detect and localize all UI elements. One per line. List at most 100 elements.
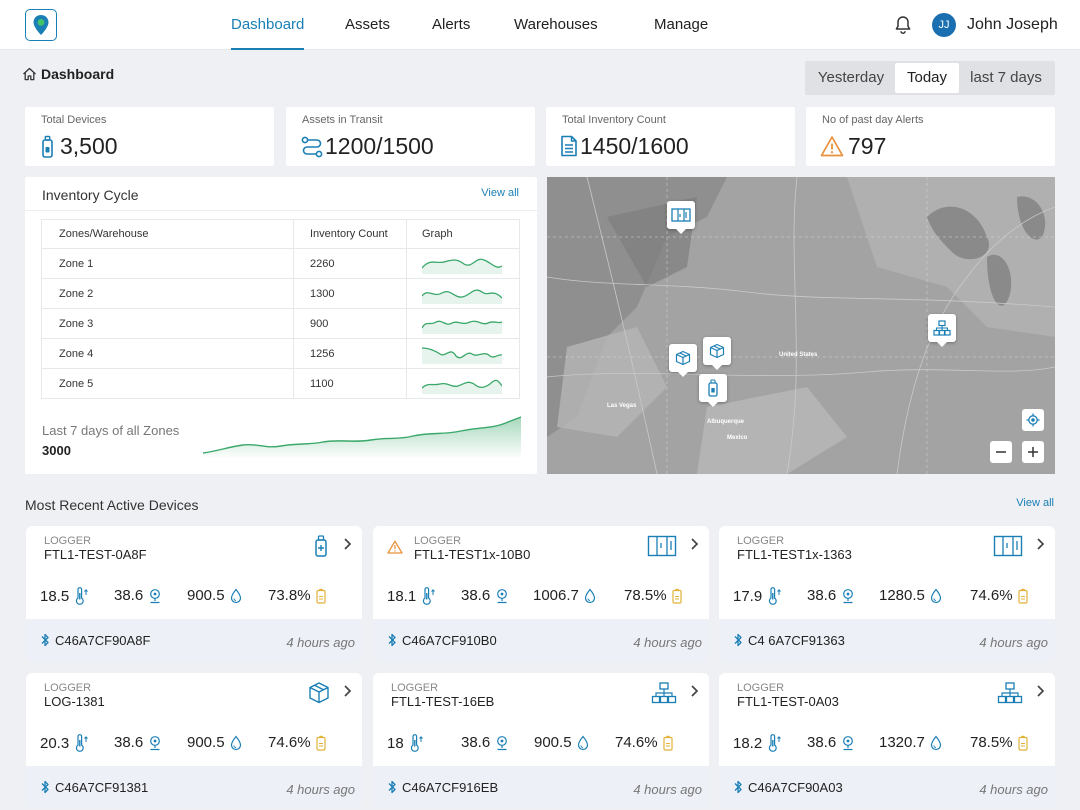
chevron-right-icon[interactable] (1035, 684, 1045, 698)
thermometer-icon (410, 734, 423, 752)
location-pin-icon (33, 15, 49, 35)
area-chart (203, 416, 521, 459)
battery-icon (671, 588, 682, 604)
map-pin-icon (843, 588, 854, 603)
app-logo[interactable] (25, 9, 57, 41)
map-pin-box[interactable] (669, 344, 697, 377)
location-value: 38.6 (114, 587, 144, 604)
mac-value: C46A7CF90A03 (748, 779, 843, 795)
device-name: FTL1-TEST-16EB (391, 694, 495, 709)
range-yesterday[interactable]: Yesterday (817, 69, 885, 86)
user-name[interactable]: John Joseph (967, 16, 1058, 33)
asset-map[interactable]: United States Las Vegas Albuquerque Mexi… (547, 177, 1055, 474)
zoom-out-button[interactable] (990, 441, 1012, 463)
thermometer-icon (769, 587, 782, 605)
battery-icon (662, 735, 673, 751)
home-icon[interactable] (22, 67, 37, 81)
battery-metric: 73.8% (268, 587, 326, 604)
inventory-cycle-panel: Inventory Cycle View all Zones/Warehouse… (25, 177, 537, 474)
water-drop-icon (577, 735, 588, 750)
sparkline-chart (422, 258, 502, 274)
nav-warehouses[interactable]: Warehouses (514, 16, 598, 33)
nav-assets[interactable]: Assets (345, 16, 391, 33)
battery-value: 74.6% (615, 734, 658, 751)
map-terrain (547, 177, 1055, 474)
device-card[interactable]: LOGGER FTL1-TEST1x-1363 17.9 38.6 1280.5 (719, 526, 1055, 662)
map-pin-device[interactable] (699, 374, 727, 407)
device-card[interactable]: LOGGER FTL1-TEST-0A8F 18.5 38.6 900.5 (26, 526, 362, 662)
stat-total-inventory: Total Inventory Count 1450/1600 (546, 107, 795, 166)
warehouse-icon (993, 535, 1023, 557)
location-metric: 38.6 (114, 587, 162, 604)
table-row[interactable]: Zone 1 2260 (42, 248, 519, 278)
chevron-right-icon[interactable] (342, 537, 352, 551)
chevron-right-icon[interactable] (689, 537, 699, 551)
device-card[interactable]: LOGGER FTL1-TEST-0A03 18.2 38.6 1320.7 (719, 673, 1055, 809)
humidity-metric: 1006.7 (533, 587, 596, 604)
location-value: 38.6 (807, 587, 837, 604)
mac-value: C4 6A7CF91363 (748, 632, 845, 648)
device-type-icon-wrap (993, 534, 1023, 558)
device-name: FTL1-TEST1x-10B0 (414, 547, 531, 562)
device-card[interactable]: LOGGER FTL1-TEST1x-10B0 18.1 38.6 1006.7 (373, 526, 709, 662)
map-pin-box[interactable] (703, 337, 731, 370)
range-today[interactable]: Today (895, 63, 959, 93)
map-label: Mexico (727, 435, 748, 441)
water-drop-icon (230, 735, 241, 750)
bluetooth-icon (388, 633, 396, 647)
device-card[interactable]: LOGGER FTL1-TEST-16EB 18 38.6 900.5 (373, 673, 709, 809)
device-type-icon-wrap (647, 534, 677, 558)
card-footer: C4 6A7CF91363 4 hours ago (719, 619, 1055, 662)
bell-icon[interactable] (893, 15, 913, 35)
location-value: 38.6 (461, 587, 491, 604)
stat-label: Total Inventory Count (562, 114, 666, 126)
humidity-metric: 900.5 (187, 587, 242, 604)
device-type-icon-wrap (312, 534, 330, 558)
chevron-right-icon[interactable] (342, 684, 352, 698)
mac-address: C46A7CF90A03 (733, 779, 843, 795)
last-seen-time: 4 hours ago (633, 782, 702, 797)
last-seen-time: 4 hours ago (286, 782, 355, 797)
table-row[interactable]: Zone 3 900 (42, 308, 519, 338)
table-row[interactable]: Zone 5 1100 (42, 368, 519, 398)
location-metric: 38.6 (461, 734, 509, 751)
panel-title: Inventory Cycle (42, 187, 139, 203)
mac-value: C46A7CF90A8F (55, 632, 151, 648)
page-title: Dashboard (41, 66, 115, 82)
nav-alerts[interactable]: Alerts (432, 16, 471, 33)
nav-manage[interactable]: Manage (654, 16, 709, 33)
chevron-right-icon[interactable] (1035, 537, 1045, 551)
device-name: FTL1-TEST1x-1363 (737, 547, 852, 562)
bluetooth-icon (388, 780, 396, 794)
last-seen-time: 4 hours ago (979, 782, 1048, 797)
range-last-7-days[interactable]: last 7 days (970, 69, 1042, 86)
nav-dashboard[interactable]: Dashboard (231, 0, 305, 50)
device-card[interactable]: LOGGER LOG-1381 20.3 38.6 900.5 (26, 673, 362, 809)
map-pin-warehouse[interactable] (667, 201, 695, 234)
chevron-right-icon[interactable] (689, 684, 699, 698)
table-row[interactable]: Zone 2 1300 (42, 278, 519, 308)
table-row[interactable]: Zone 4 1256 (42, 338, 519, 368)
locate-button[interactable] (1022, 409, 1044, 431)
device-type: LOGGER (414, 535, 462, 547)
humidity-value: 900.5 (534, 734, 572, 751)
device-type-icon-wrap (997, 681, 1023, 705)
temperature-metric: 18.1 (387, 587, 436, 605)
table-header: Zones/Warehouse Inventory Count Graph (42, 220, 519, 248)
thermometer-icon (423, 587, 436, 605)
humidity-value: 900.5 (187, 587, 225, 604)
temperature-value: 18 (387, 734, 404, 752)
sparkline-chart (422, 379, 502, 394)
avatar[interactable]: JJ (932, 13, 956, 37)
devices-view-all-link[interactable]: View all (1016, 497, 1054, 509)
temperature-value: 17.9 (733, 587, 763, 605)
map-pin-network[interactable] (928, 314, 956, 347)
zoom-in-button[interactable] (1022, 441, 1044, 463)
column-header: Inventory Count (294, 220, 407, 248)
temperature-metric: 18.5 (40, 587, 89, 605)
battery-icon (1017, 735, 1028, 751)
breadcrumb: Dashboard (22, 66, 114, 82)
location-metric: 38.6 (807, 587, 855, 604)
inventory-view-all-link[interactable]: View all (481, 187, 519, 199)
stat-value: 3,500 (60, 133, 118, 159)
